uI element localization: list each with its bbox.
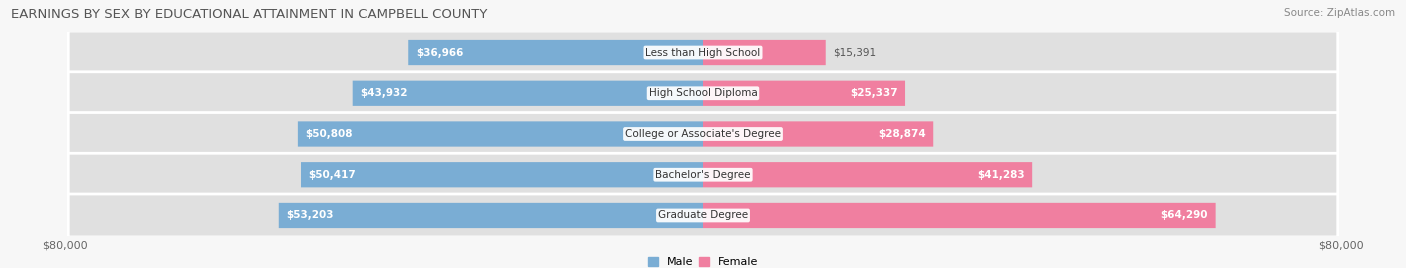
FancyBboxPatch shape	[703, 40, 825, 65]
FancyBboxPatch shape	[703, 203, 1216, 228]
Text: Source: ZipAtlas.com: Source: ZipAtlas.com	[1284, 8, 1395, 18]
Text: $25,337: $25,337	[849, 88, 897, 98]
FancyBboxPatch shape	[703, 81, 905, 106]
FancyBboxPatch shape	[69, 31, 1337, 74]
FancyBboxPatch shape	[703, 162, 1032, 187]
Text: $50,808: $50,808	[305, 129, 353, 139]
Text: Less than High School: Less than High School	[645, 47, 761, 58]
FancyBboxPatch shape	[69, 113, 1337, 155]
Text: Bachelor's Degree: Bachelor's Degree	[655, 170, 751, 180]
FancyBboxPatch shape	[278, 203, 703, 228]
FancyBboxPatch shape	[408, 40, 703, 65]
Text: $43,932: $43,932	[360, 88, 408, 98]
Text: $36,966: $36,966	[416, 47, 463, 58]
FancyBboxPatch shape	[301, 162, 703, 187]
Legend: Male, Female: Male, Female	[648, 256, 758, 267]
Text: $53,203: $53,203	[287, 210, 333, 221]
FancyBboxPatch shape	[298, 121, 703, 147]
Text: $64,290: $64,290	[1160, 210, 1208, 221]
Text: Graduate Degree: Graduate Degree	[658, 210, 748, 221]
Text: $28,874: $28,874	[877, 129, 925, 139]
FancyBboxPatch shape	[69, 72, 1337, 115]
Text: $41,283: $41,283	[977, 170, 1025, 180]
Text: High School Diploma: High School Diploma	[648, 88, 758, 98]
Text: $50,417: $50,417	[309, 170, 356, 180]
FancyBboxPatch shape	[353, 81, 703, 106]
Text: $15,391: $15,391	[834, 47, 876, 58]
FancyBboxPatch shape	[69, 153, 1337, 196]
Text: College or Associate's Degree: College or Associate's Degree	[626, 129, 780, 139]
FancyBboxPatch shape	[69, 194, 1337, 237]
FancyBboxPatch shape	[703, 121, 934, 147]
Text: EARNINGS BY SEX BY EDUCATIONAL ATTAINMENT IN CAMPBELL COUNTY: EARNINGS BY SEX BY EDUCATIONAL ATTAINMEN…	[11, 8, 488, 21]
